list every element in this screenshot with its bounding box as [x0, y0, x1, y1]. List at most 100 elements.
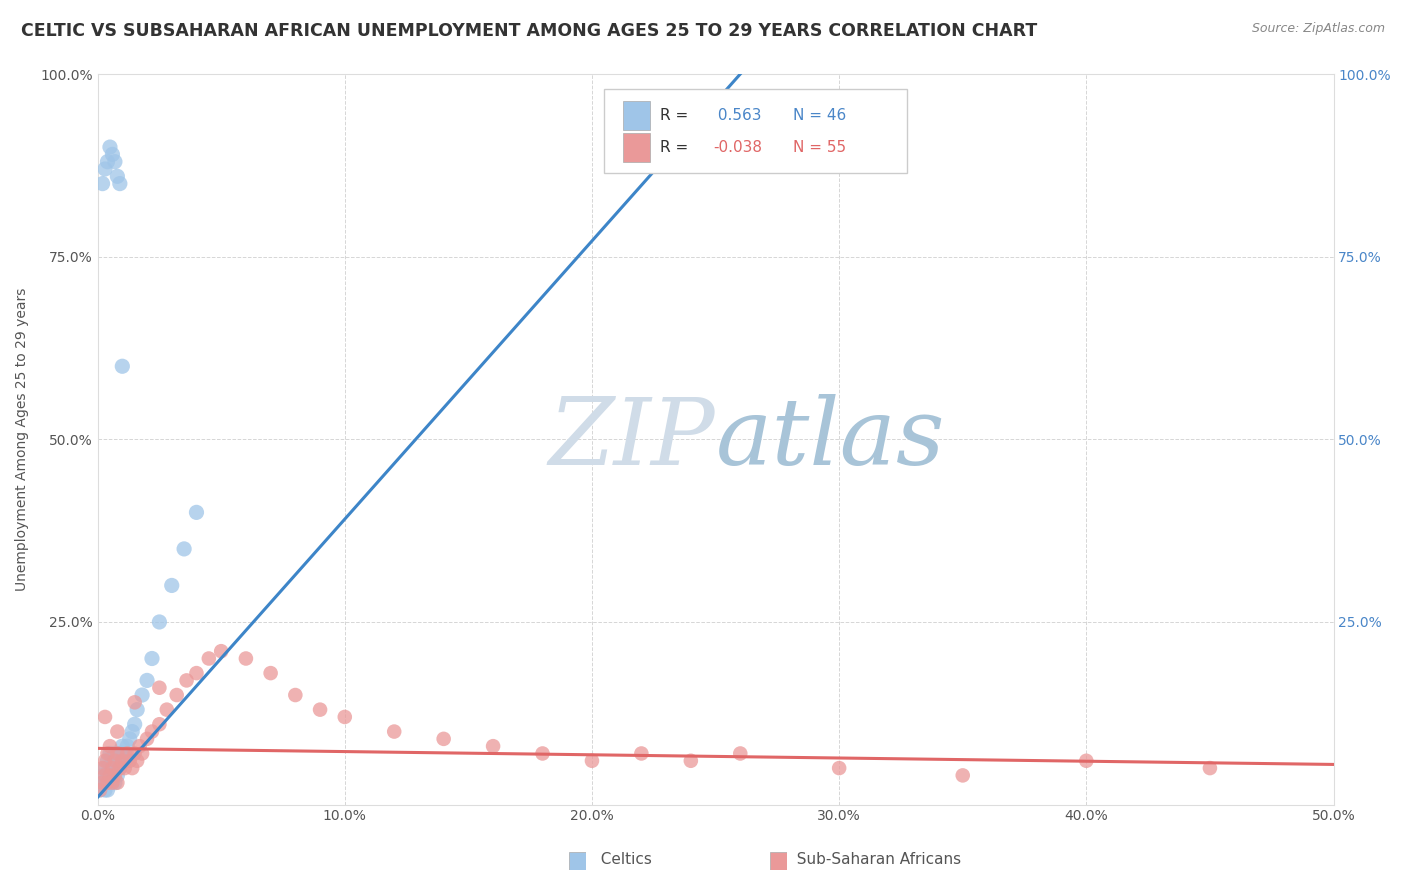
- Point: [131, 747, 153, 761]
- Point: [141, 651, 163, 665]
- FancyBboxPatch shape: [623, 101, 650, 130]
- FancyBboxPatch shape: [623, 133, 650, 162]
- Point: [105, 747, 128, 761]
- Point: [108, 747, 131, 761]
- Point: [105, 724, 128, 739]
- Point: [160, 578, 183, 592]
- Point: [531, 747, 554, 761]
- Point: [94, 754, 117, 768]
- Point: [333, 710, 356, 724]
- Point: [105, 169, 128, 184]
- Point: [121, 724, 143, 739]
- Point: [98, 747, 121, 761]
- Point: [101, 754, 124, 768]
- Text: ZIP: ZIP: [548, 394, 716, 484]
- Point: [94, 710, 117, 724]
- Text: Sub-Saharan Africans: Sub-Saharan Africans: [787, 852, 962, 867]
- Point: [131, 688, 153, 702]
- Point: [128, 739, 150, 754]
- Point: [828, 761, 851, 775]
- Point: [148, 681, 170, 695]
- Text: CELTIC VS SUBSAHARAN AFRICAN UNEMPLOYMENT AMONG AGES 25 TO 29 YEARS CORRELATION : CELTIC VS SUBSAHARAN AFRICAN UNEMPLOYMEN…: [21, 22, 1038, 40]
- Point: [91, 768, 114, 782]
- Point: [105, 754, 128, 768]
- Point: [98, 775, 121, 789]
- Point: [104, 768, 127, 782]
- Point: [91, 761, 114, 775]
- Point: [176, 673, 198, 688]
- Point: [284, 688, 307, 702]
- Point: [148, 717, 170, 731]
- Point: [96, 768, 118, 782]
- Text: N = 46: N = 46: [793, 108, 846, 123]
- Point: [482, 739, 505, 754]
- Point: [105, 775, 128, 789]
- Point: [382, 724, 405, 739]
- Point: [127, 754, 149, 768]
- Point: [209, 644, 232, 658]
- Point: [104, 754, 127, 768]
- Point: [148, 615, 170, 629]
- Point: [630, 747, 652, 761]
- Text: -0.038: -0.038: [713, 140, 762, 155]
- Point: [259, 666, 281, 681]
- Point: [91, 177, 114, 191]
- Point: [98, 140, 121, 154]
- Point: [98, 761, 121, 775]
- Point: [104, 747, 127, 761]
- Point: [96, 754, 118, 768]
- Point: [124, 747, 146, 761]
- Point: [309, 703, 332, 717]
- Point: [198, 651, 221, 665]
- Point: [1199, 761, 1222, 775]
- Text: atlas: atlas: [716, 394, 945, 484]
- Text: Source: ZipAtlas.com: Source: ZipAtlas.com: [1251, 22, 1385, 36]
- Point: [111, 359, 134, 374]
- Point: [111, 739, 134, 754]
- Point: [101, 768, 124, 782]
- Point: [136, 673, 159, 688]
- Point: [98, 768, 121, 782]
- Point: [433, 731, 456, 746]
- Point: [89, 783, 111, 797]
- Point: [111, 754, 134, 768]
- Point: [156, 703, 179, 717]
- Point: [101, 147, 124, 161]
- FancyBboxPatch shape: [605, 88, 907, 173]
- Point: [1076, 754, 1098, 768]
- Point: [136, 731, 159, 746]
- Point: [104, 154, 127, 169]
- Point: [118, 754, 141, 768]
- Text: N = 55: N = 55: [793, 140, 846, 155]
- Point: [118, 731, 141, 746]
- Point: [124, 717, 146, 731]
- Point: [117, 747, 139, 761]
- Point: [186, 666, 208, 681]
- Point: [114, 747, 136, 761]
- Point: [101, 775, 124, 789]
- Point: [952, 768, 974, 782]
- Text: Celtics: Celtics: [591, 852, 651, 867]
- Point: [96, 783, 118, 797]
- Point: [98, 739, 121, 754]
- Point: [121, 761, 143, 775]
- Point: [679, 754, 702, 768]
- Point: [581, 754, 603, 768]
- Point: [141, 724, 163, 739]
- Point: [108, 761, 131, 775]
- Point: [94, 761, 117, 775]
- Point: [111, 754, 134, 768]
- Point: [108, 177, 131, 191]
- Y-axis label: Unemployment Among Ages 25 to 29 years: Unemployment Among Ages 25 to 29 years: [15, 287, 30, 591]
- Point: [730, 747, 752, 761]
- Point: [127, 703, 149, 717]
- Point: [94, 768, 117, 782]
- Point: [94, 775, 117, 789]
- Point: [166, 688, 188, 702]
- Point: [101, 761, 124, 775]
- Point: [114, 761, 136, 775]
- Point: [94, 161, 117, 176]
- Point: [235, 651, 257, 665]
- Point: [108, 761, 131, 775]
- Point: [117, 739, 139, 754]
